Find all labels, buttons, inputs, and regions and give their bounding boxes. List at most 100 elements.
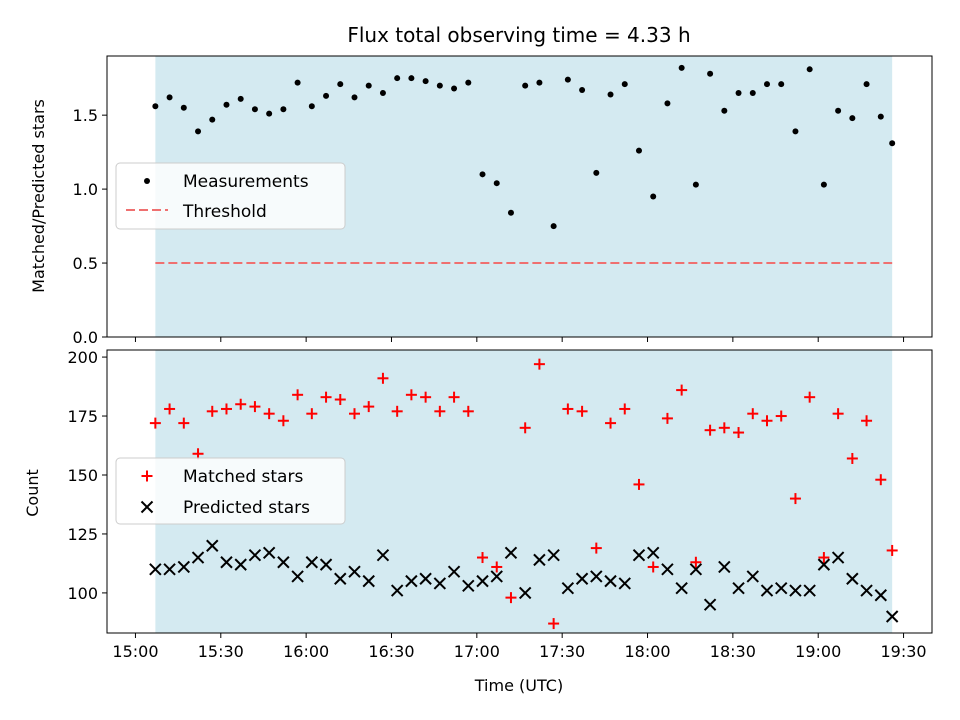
matched-star-point xyxy=(590,542,602,554)
predicted-star-point xyxy=(885,610,899,623)
predicted-star-point xyxy=(362,574,375,588)
cross-b xyxy=(831,551,845,564)
top-y-tick-label: 0.5 xyxy=(73,254,98,273)
bottom-panel: 100 125 150 175 200 15:00 15:30 16:00 16:30 17:0… xyxy=(23,348,933,695)
x-tick-label: 19:00 xyxy=(795,642,841,661)
predicted-star-point xyxy=(177,560,191,574)
x-tick-label: 19:30 xyxy=(880,642,926,661)
measurement-point xyxy=(820,181,827,188)
measurement-point xyxy=(635,147,642,154)
measurement-point xyxy=(223,101,230,108)
measurement-point xyxy=(308,103,315,110)
matched-star-point xyxy=(533,358,545,370)
cross-b xyxy=(590,570,603,583)
predicted-star-point xyxy=(874,589,888,602)
cross-b xyxy=(718,560,731,574)
cross-b xyxy=(746,570,759,583)
predicted-star-point xyxy=(206,539,219,552)
predicted-star-point xyxy=(248,548,262,562)
x-tick-label: 18:30 xyxy=(710,642,756,661)
predicted-star-point xyxy=(390,584,404,597)
matched-star-point xyxy=(178,417,190,429)
matched-star-point xyxy=(704,424,716,436)
matched-star-point xyxy=(206,405,218,417)
cross-b xyxy=(504,546,518,560)
matched-star-point xyxy=(661,412,673,424)
cross-b xyxy=(140,500,154,514)
predicted-star-point xyxy=(149,563,162,576)
measurement-point xyxy=(280,106,287,113)
matched-star-point xyxy=(320,391,332,403)
predicted-star-point xyxy=(732,581,745,595)
measurement-point xyxy=(195,128,202,135)
predicted-star-point xyxy=(689,563,703,576)
predicted-star-point xyxy=(746,570,759,583)
predicted-star-point xyxy=(533,553,546,567)
measurement-point xyxy=(237,95,244,102)
matched-star-point xyxy=(220,403,232,415)
measurement-point xyxy=(251,106,258,113)
matched-star-point xyxy=(334,394,346,406)
matched-star-point xyxy=(886,544,898,556)
measurement-point xyxy=(692,181,699,188)
predicted-star-point xyxy=(760,584,774,597)
measurement-point xyxy=(707,70,714,77)
measurement-point xyxy=(863,81,870,88)
measurement-point xyxy=(465,79,472,86)
measurement-point xyxy=(650,193,657,200)
predicted-star-point xyxy=(661,563,674,576)
cross-b xyxy=(220,556,233,569)
measurement-point xyxy=(436,82,443,89)
x-tick-label: 15:30 xyxy=(198,642,244,661)
chart-title: Flux total observing time = 4.33 h xyxy=(347,23,690,47)
matched-star-point xyxy=(818,552,830,564)
cross-b xyxy=(561,581,575,595)
cross-b xyxy=(390,584,404,597)
predicted-star-point xyxy=(433,577,447,590)
measurement-point xyxy=(365,82,372,89)
predicted-star-point xyxy=(831,551,845,564)
cross-b xyxy=(632,548,646,562)
cross-b xyxy=(533,553,546,567)
predicted-star-point xyxy=(504,546,518,560)
measurement-point xyxy=(721,107,728,114)
cross-b xyxy=(334,572,347,585)
predicted-star-point xyxy=(518,586,532,600)
matched-star-point xyxy=(832,408,844,420)
top-y-tick-label: 1.0 xyxy=(73,180,98,199)
cross-b xyxy=(575,572,589,585)
predicted-star-point xyxy=(789,584,802,597)
cross-b xyxy=(191,551,205,564)
measurement-point xyxy=(522,82,529,89)
matched-star-point xyxy=(861,415,873,427)
predicted-star-point xyxy=(846,572,859,585)
cross-b xyxy=(775,581,788,595)
matched-star-point xyxy=(249,401,261,413)
measurement-point xyxy=(749,89,756,96)
predicted-star-point xyxy=(646,546,660,560)
matched-star-point xyxy=(448,391,460,403)
top-legend-box xyxy=(115,162,346,230)
predicted-star-point xyxy=(277,556,290,569)
measurement-point xyxy=(180,104,187,111)
matched-star-point xyxy=(605,417,617,429)
cross-b xyxy=(518,586,532,600)
measurement-point xyxy=(166,94,173,101)
measurement-point xyxy=(607,91,614,98)
matched-star-point xyxy=(647,561,659,573)
predicted-star-point xyxy=(191,551,205,564)
x-tick-label: 16:00 xyxy=(283,642,329,661)
top-y-tick-label: 1.5 xyxy=(73,106,98,125)
predicted-star-point xyxy=(490,570,503,583)
matched-star-point xyxy=(462,405,474,417)
matched-star-point xyxy=(363,401,375,413)
cross-b xyxy=(760,584,774,597)
predicted-star-point xyxy=(376,548,390,562)
measurement-point xyxy=(294,79,301,86)
cross-b xyxy=(860,584,873,597)
predicted-star-point xyxy=(803,584,816,597)
cross-b xyxy=(319,558,333,571)
predicted-star-point xyxy=(447,565,461,578)
predicted-star-point xyxy=(405,574,418,588)
predicted-star-point xyxy=(348,565,361,578)
